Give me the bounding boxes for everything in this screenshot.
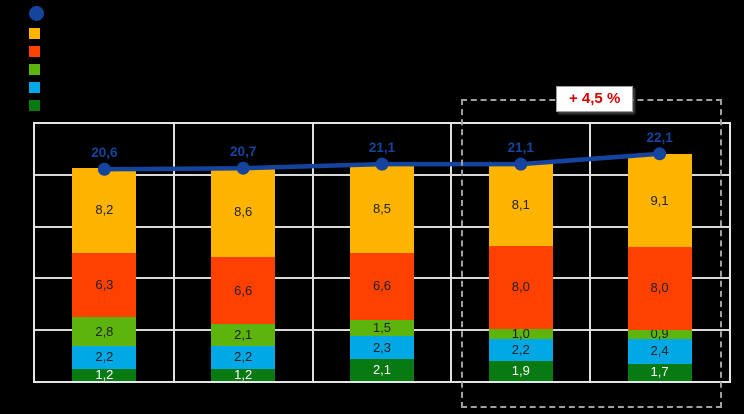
bar-segment-value: 0,9 bbox=[650, 326, 669, 342]
dark-green-series-marker-icon bbox=[29, 100, 40, 111]
legend-item bbox=[29, 82, 44, 93]
bar-segment-green: 2,8 bbox=[72, 317, 137, 347]
bar-segment-red-orange: 6,3 bbox=[72, 252, 137, 318]
v-gridline bbox=[311, 124, 314, 381]
cyan-series-marker-icon bbox=[29, 82, 40, 93]
bar-segment-orange-top: 8,5 bbox=[350, 165, 414, 253]
bar-segment-green: 2,1 bbox=[211, 324, 276, 347]
bar-segment-dark-green-bottom: 1,2 bbox=[72, 366, 137, 382]
bar-segment-orange-top: 8,1 bbox=[488, 163, 553, 247]
bar-segment-value: 8,0 bbox=[650, 280, 669, 296]
v-gridline bbox=[450, 124, 453, 381]
bar-segment-value: 9,1 bbox=[650, 192, 669, 208]
bar-segment-value: 2,2 bbox=[234, 349, 253, 365]
red-series-marker-icon bbox=[29, 46, 40, 57]
bar-segment-value: 8,1 bbox=[511, 196, 530, 212]
bar-segment-cyan: 2,3 bbox=[350, 335, 414, 360]
bar-segment-red-orange: 8,0 bbox=[627, 247, 692, 330]
green-series-marker-icon bbox=[29, 64, 40, 75]
bar-segment-green: 0,9 bbox=[627, 326, 692, 342]
legend-item bbox=[29, 64, 44, 75]
bar-segment-value: 1,2 bbox=[95, 366, 114, 382]
bar-segment-cyan: 2,4 bbox=[627, 338, 692, 364]
bar-segment-value: 6,6 bbox=[234, 282, 253, 298]
bar-segment-value: 6,6 bbox=[372, 278, 392, 294]
growth-annotation: + 4,5 % bbox=[556, 86, 634, 112]
bar-segment-value: 8,5 bbox=[372, 200, 392, 216]
bar-segment-cyan: 2,2 bbox=[488, 338, 553, 362]
bar-segment-green: 1,0 bbox=[488, 325, 553, 341]
bar-segment-dark-green-bottom: 1,7 bbox=[627, 363, 692, 381]
orange-series-marker-icon bbox=[29, 28, 40, 39]
bar-segment-value: 8,0 bbox=[511, 279, 530, 295]
legend-item bbox=[29, 28, 44, 39]
line-series-marker-icon bbox=[29, 6, 44, 21]
bar-segment-dark-green-bottom: 1,9 bbox=[488, 361, 553, 381]
v-gridline bbox=[172, 124, 175, 381]
bar-segment-value: 1,2 bbox=[234, 366, 253, 382]
bar-segment-value: 6,3 bbox=[95, 276, 114, 292]
bar-segment-value: 1,7 bbox=[650, 364, 669, 380]
bar-segment-value: 2,8 bbox=[95, 323, 114, 339]
legend-item bbox=[29, 6, 44, 21]
bar-segment-dark-green-bottom: 2,1 bbox=[350, 359, 414, 381]
legend-item bbox=[29, 100, 44, 111]
legend-item bbox=[29, 46, 44, 57]
bar-segment-dark-green-bottom: 1,2 bbox=[211, 366, 276, 382]
bar-segment-value: 2,2 bbox=[95, 349, 114, 365]
bar-segment-red-orange: 6,6 bbox=[211, 256, 276, 325]
line-point-value: 21,1 bbox=[369, 140, 396, 155]
bar-segment-value: 2,1 bbox=[372, 362, 392, 378]
line-point-value: 20,7 bbox=[230, 144, 256, 159]
bar-segment-cyan: 2,2 bbox=[211, 346, 276, 369]
highlight-dashed-box bbox=[461, 99, 722, 408]
bar-segment-value: 8,2 bbox=[95, 202, 114, 218]
bar-segment-green: 1,5 bbox=[350, 320, 414, 336]
bar-segment-value: 2,3 bbox=[372, 339, 392, 355]
bar-segment-value: 1,0 bbox=[511, 325, 530, 341]
line-point-value: 20,6 bbox=[91, 145, 118, 160]
bar-segment-red-orange: 8,0 bbox=[488, 246, 553, 329]
v-gridline bbox=[589, 124, 592, 381]
bar-segment-value: 1,5 bbox=[372, 320, 392, 336]
bar-segment-value: 1,9 bbox=[511, 363, 530, 379]
bar-segment-orange-top: 8,6 bbox=[211, 168, 276, 257]
plot-area: 1,2 2,2 2,8 6,3 8,2 1,2 2,2 2,1 6,6 8,6 2,1 2,3 1,5 6… bbox=[33, 122, 731, 383]
bar-segment-red-orange: 6,6 bbox=[350, 252, 414, 321]
bar-segment-value: 2,1 bbox=[234, 327, 253, 343]
legend bbox=[29, 6, 44, 111]
bar-segment-orange-top: 8,2 bbox=[72, 168, 137, 253]
bar-segment-value: 8,6 bbox=[234, 204, 253, 220]
bar-segment-cyan: 2,2 bbox=[72, 346, 137, 369]
bar-segment-value: 2,2 bbox=[511, 342, 530, 358]
bar-segment-value: 2,4 bbox=[650, 343, 669, 359]
